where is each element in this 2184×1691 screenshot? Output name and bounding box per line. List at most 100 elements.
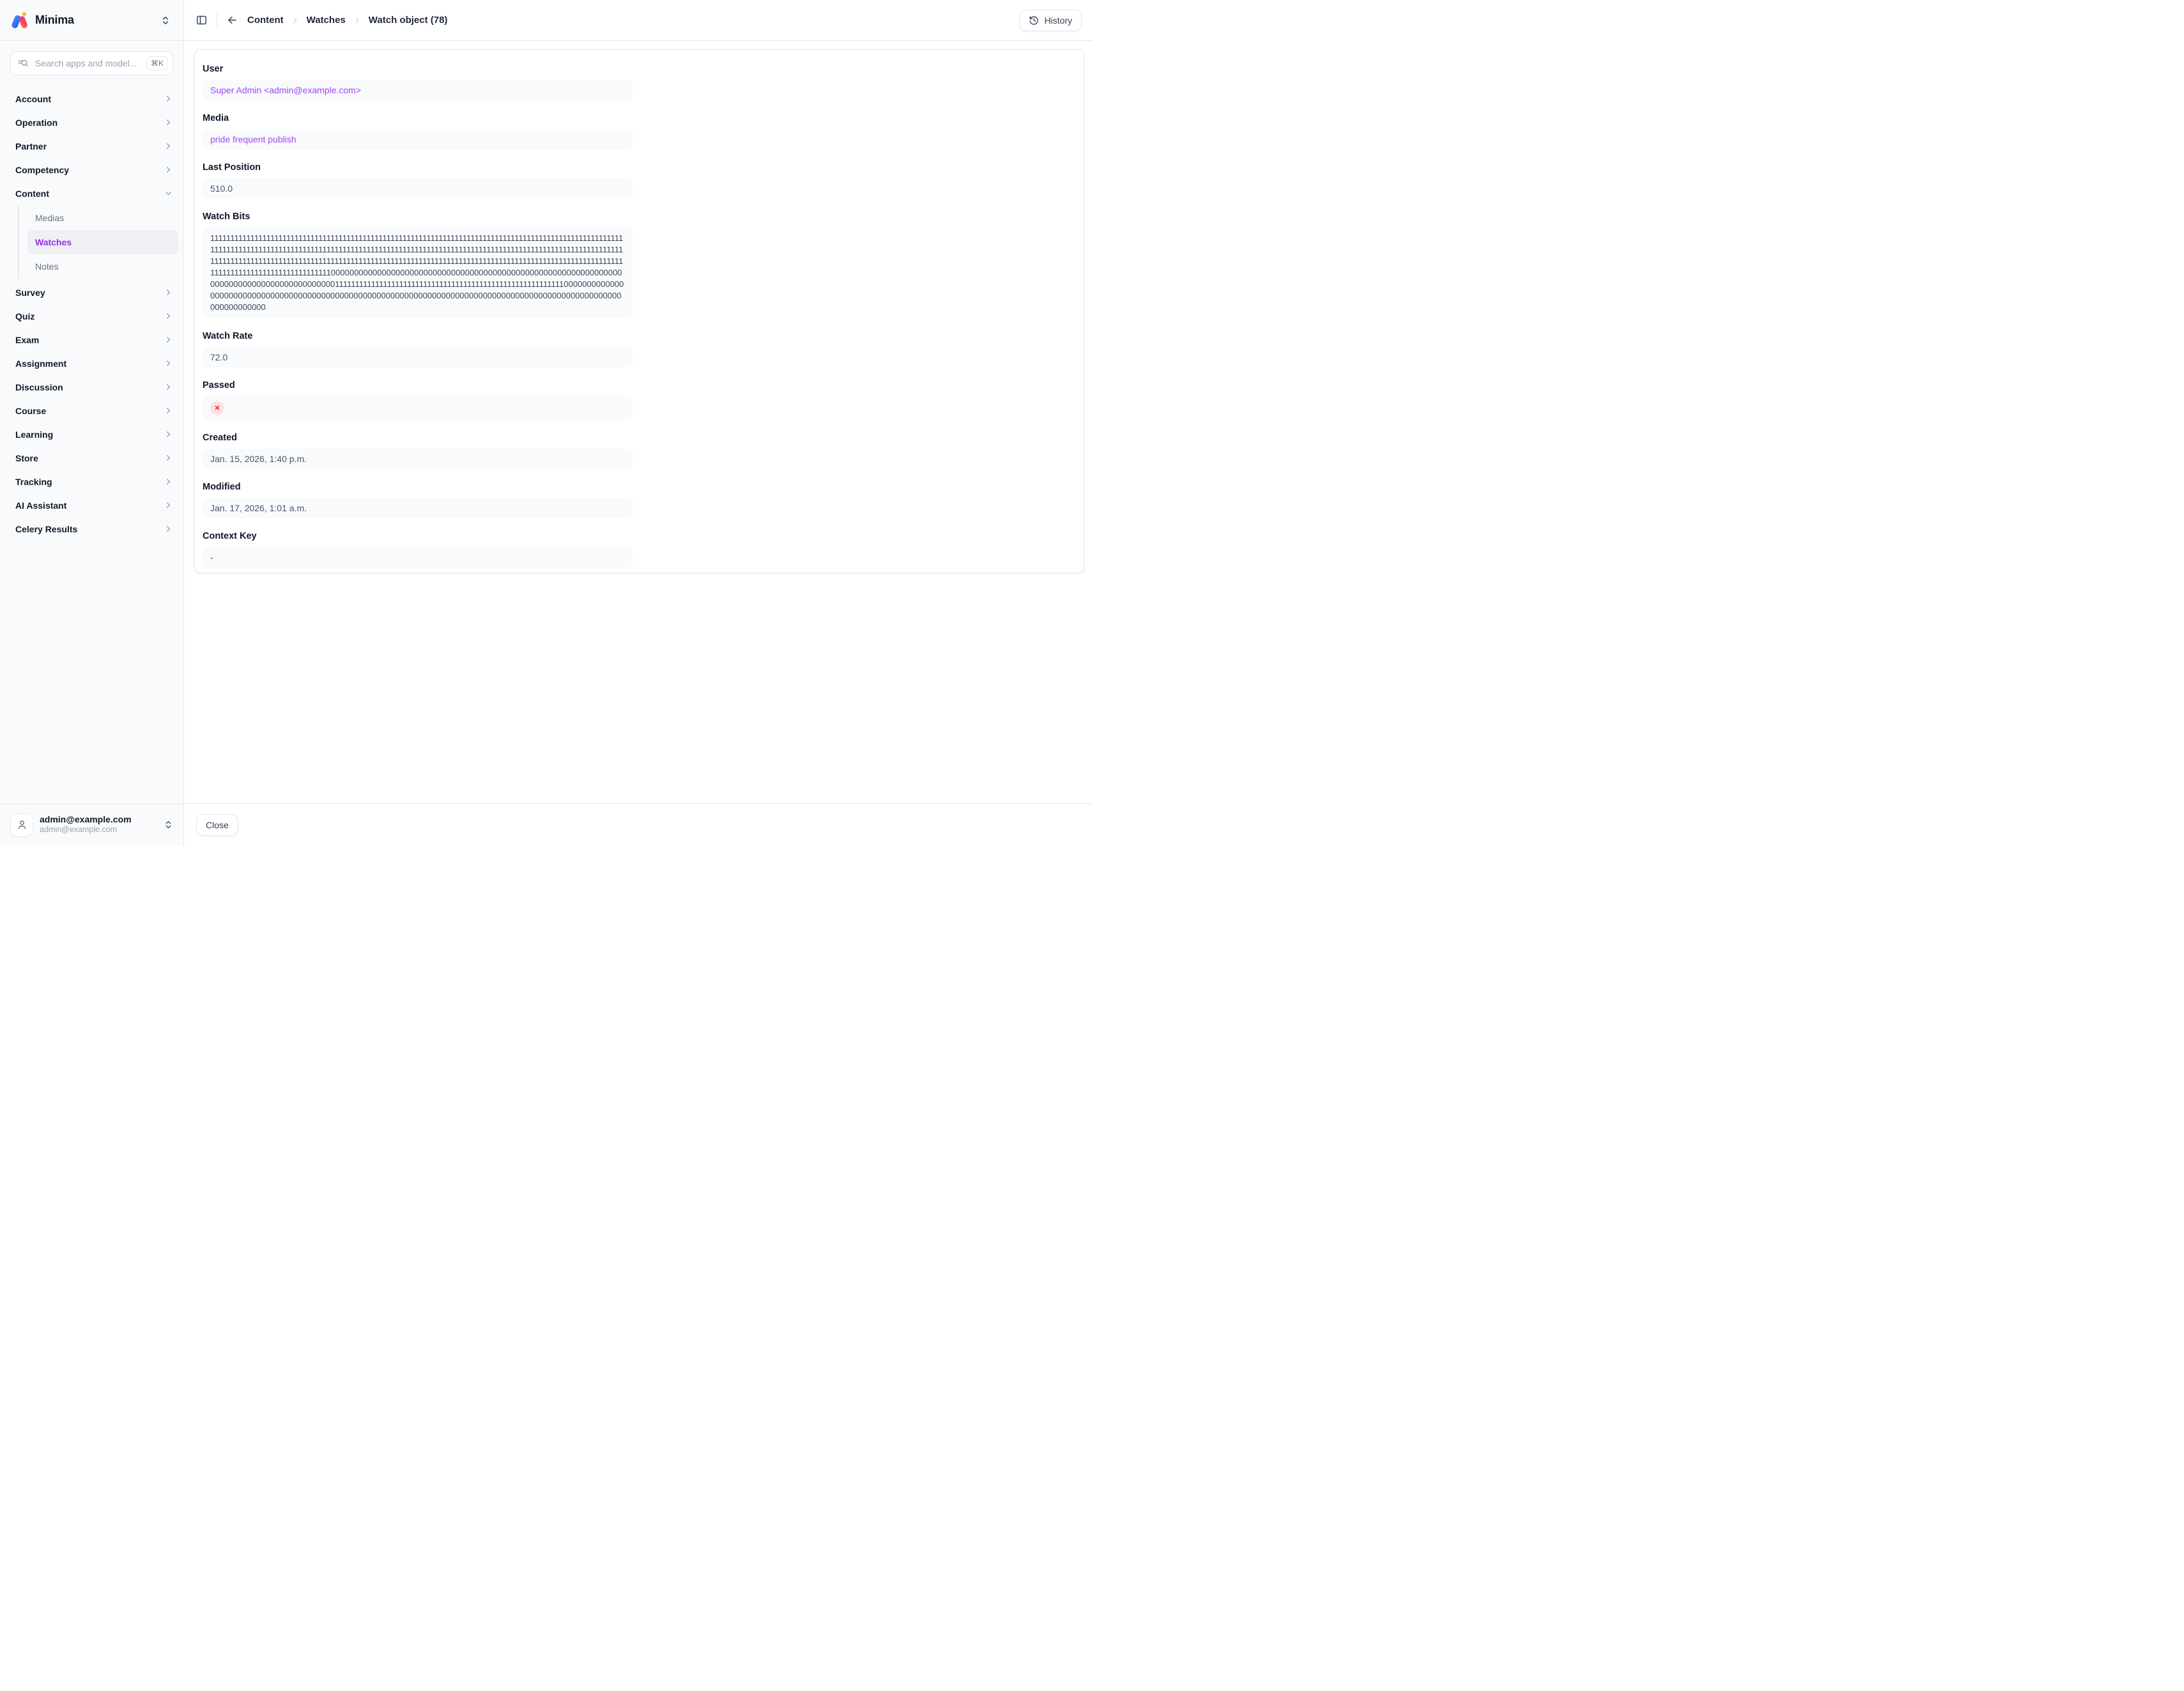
breadcrumb-watches[interactable]: Watches <box>306 15 346 26</box>
sidebar-item-notes[interactable]: Notes <box>27 254 178 279</box>
field-value-media-link[interactable]: pride frequent publish <box>203 129 633 150</box>
sidebar-item-medias[interactable]: Medias <box>27 206 178 230</box>
chevron-right-icon <box>164 335 173 344</box>
field-watch-rate: Watch Rate 72.0 <box>203 331 1076 367</box>
sidebar-item-label: Learning <box>15 429 54 440</box>
sidebar-item-label: Course <box>15 405 47 416</box>
user-email: admin@example.com <box>40 825 118 835</box>
back-button[interactable] <box>225 13 240 27</box>
field-user: User Super Admin <admin@example.com> <box>203 64 1076 100</box>
field-value-passed: ✕ <box>203 396 633 420</box>
sidebar: Minima ⌘K Account Operation <box>0 0 184 845</box>
field-label: Created <box>203 433 237 443</box>
sidebar-item-label: Quiz <box>15 311 35 321</box>
field-value-watch-bits: 1111111111111111111111111111111111111111… <box>203 228 633 318</box>
chevron-right-icon <box>164 524 173 534</box>
field-label: Watch Rate <box>203 331 253 341</box>
close-button-label: Close <box>206 819 229 830</box>
sidebar-item-survey[interactable]: Survey <box>10 281 178 304</box>
field-value-modified: Jan. 17, 2026, 1:01 a.m. <box>203 498 633 518</box>
field-watch-bits: Watch Bits 11111111111111111111111111111… <box>203 212 1076 318</box>
sidebar-item-course[interactable]: Course <box>10 399 178 422</box>
user-name: admin@example.com <box>40 814 132 824</box>
field-created: Created Jan. 15, 2026, 1:40 p.m. <box>203 433 1076 469</box>
sidebar-item-label: Survey <box>15 287 45 298</box>
sidebar-item-quiz[interactable]: Quiz <box>10 304 178 328</box>
sidebar-item-label: Tracking <box>15 476 52 487</box>
chevron-right-icon <box>164 500 173 510</box>
sidebar-item-label: Discussion <box>15 382 63 392</box>
sidebar-item-celery-results[interactable]: Celery Results <box>10 517 178 541</box>
logo-mark-icon <box>10 11 29 30</box>
sidebar-item-label: Store <box>15 452 38 463</box>
chevron-down-icon <box>164 189 173 198</box>
search-icon <box>17 58 29 69</box>
chevron-right-icon <box>164 94 173 104</box>
close-button[interactable]: Close <box>196 814 238 836</box>
sidebar-item-discussion[interactable]: Discussion <box>10 375 178 399</box>
field-label: Last Position <box>203 162 261 173</box>
arrow-left-icon <box>226 14 238 26</box>
sidebar-item-label: Operation <box>15 117 58 128</box>
sidebar-item-label: Partner <box>15 141 47 151</box>
field-label: Passed <box>203 380 235 390</box>
sidebar-toggle-button[interactable] <box>194 13 209 27</box>
sidebar-collapse-button[interactable] <box>158 13 173 28</box>
sidebar-item-operation[interactable]: Operation <box>10 111 178 134</box>
action-bar: Close <box>184 803 1092 845</box>
breadcrumb-current-page: Watch object (78) <box>368 15 448 26</box>
detail-card: User Super Admin <admin@example.com> Med… <box>194 49 1084 573</box>
field-context-key: Context Key - <box>203 531 1076 568</box>
sidebar-item-label: Assignment <box>15 358 67 369</box>
field-label: Watch Bits <box>203 212 250 222</box>
avatar <box>10 813 33 837</box>
sidebar-item-assignment[interactable]: Assignment <box>10 351 178 375</box>
chevron-right-icon <box>291 16 300 25</box>
chevron-right-icon <box>164 453 173 463</box>
history-icon <box>1029 15 1039 26</box>
sidebar-item-label: AI Assistant <box>15 500 67 511</box>
field-passed: Passed ✕ <box>203 380 1076 420</box>
app-logo: Minima <box>10 11 74 30</box>
panel-left-icon <box>196 14 208 26</box>
field-label: Modified <box>203 482 241 492</box>
sidebar-item-account[interactable]: Account <box>10 87 178 111</box>
breadcrumb: Content Watches Watch object (78) <box>247 15 447 26</box>
sidebar-item-tracking[interactable]: Tracking <box>10 470 178 493</box>
sidebar-item-watches[interactable]: Watches <box>27 230 178 254</box>
main-header: Content Watches Watch object (78) Histor… <box>184 0 1092 41</box>
chevrons-up-down-icon <box>164 820 173 830</box>
sidebar-item-label: Celery Results <box>15 523 78 534</box>
user-info: admin@example.com admin@example.com <box>40 814 132 835</box>
field-modified: Modified Jan. 17, 2026, 1:01 a.m. <box>203 482 1076 518</box>
field-label: Media <box>203 113 229 123</box>
sidebar-search: ⌘K <box>10 51 173 75</box>
breadcrumb-content[interactable]: Content <box>247 15 284 26</box>
app-root: Minima ⌘K Account Operation <box>0 0 1092 845</box>
chevron-right-icon <box>164 288 173 297</box>
sidebar-item-content[interactable]: Content <box>10 181 178 205</box>
chevrons-up-down-icon <box>160 15 171 26</box>
sidebar-item-store[interactable]: Store <box>10 446 178 470</box>
search-shortcut-badge: ⌘K <box>146 56 168 70</box>
sidebar-item-label: Medias <box>35 213 65 223</box>
sidebar-item-label: Content <box>15 188 49 199</box>
search-input[interactable] <box>10 51 173 75</box>
field-value-created: Jan. 15, 2026, 1:40 p.m. <box>203 449 633 469</box>
chevron-right-icon <box>164 141 173 151</box>
sidebar-item-label: Competency <box>15 164 70 175</box>
sidebar-item-competency[interactable]: Competency <box>10 158 178 181</box>
field-value-watch-rate: 72.0 <box>203 347 633 367</box>
field-value-user-link[interactable]: Super Admin <admin@example.com> <box>203 80 633 100</box>
field-value-context-key: - <box>203 547 633 568</box>
detail-view: User Super Admin <admin@example.com> Med… <box>184 41 1092 803</box>
sidebar-item-label: Notes <box>35 261 59 272</box>
sidebar-user-menu[interactable]: admin@example.com admin@example.com <box>0 803 183 845</box>
history-button[interactable]: History <box>1019 9 1082 31</box>
sidebar-item-exam[interactable]: Exam <box>10 328 178 351</box>
field-label: User <box>203 64 224 74</box>
sidebar-item-learning[interactable]: Learning <box>10 422 178 446</box>
history-button-label: History <box>1044 15 1072 26</box>
sidebar-item-ai-assistant[interactable]: AI Assistant <box>10 493 178 517</box>
sidebar-item-partner[interactable]: Partner <box>10 134 178 158</box>
